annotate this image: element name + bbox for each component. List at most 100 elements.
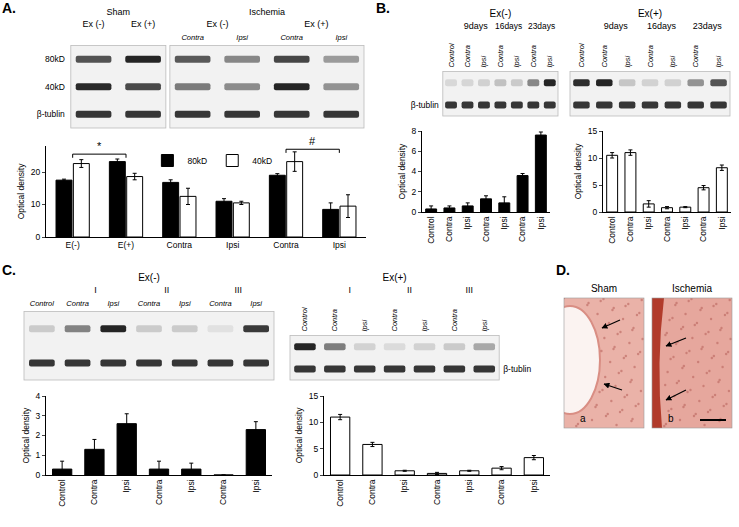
svg-text:8: 8	[412, 126, 417, 136]
svg-text:Ipsi: Ipsi	[536, 216, 546, 229]
svg-text:10: 10	[309, 417, 319, 427]
svg-text:Ipsi: Ipsi	[479, 55, 488, 67]
svg-text:16days: 16days	[647, 21, 677, 31]
svg-text:II: II	[164, 285, 169, 295]
svg-text:Ischemia: Ischemia	[672, 283, 712, 294]
svg-text:9days: 9days	[464, 21, 489, 31]
svg-text:Control: Control	[57, 479, 67, 507]
svg-text:Contra: Contra	[66, 299, 89, 308]
svg-text:Contra: Contra	[450, 309, 459, 332]
svg-text:III: III	[235, 285, 243, 295]
svg-text:Contra: Contra	[367, 479, 377, 505]
svg-text:β-tublin: β-tublin	[503, 364, 531, 374]
svg-text:Ipsi: Ipsi	[529, 479, 539, 492]
svg-text:5: 5	[593, 180, 598, 190]
svg-text:Contra: Contra	[330, 309, 339, 332]
svg-text:Ex(-): Ex(-)	[138, 272, 160, 283]
svg-text:0: 0	[314, 470, 319, 480]
svg-text:80kD: 80kD	[187, 156, 207, 166]
svg-text:Contra: Contra	[390, 309, 399, 332]
svg-text:Ex (+): Ex (+)	[304, 19, 328, 29]
svg-text:II: II	[407, 285, 412, 295]
svg-text:0: 0	[36, 232, 41, 242]
svg-text:15: 15	[309, 391, 319, 401]
svg-text:Contra: Contra	[154, 479, 164, 505]
svg-text:Sham: Sham	[591, 283, 617, 294]
svg-text:Ipsi: Ipsi	[668, 55, 677, 67]
svg-text:Ex (-): Ex (-)	[206, 19, 228, 29]
svg-text:Control: Control	[577, 43, 586, 68]
svg-text:Ipsi: Ipsi	[512, 55, 521, 67]
svg-text:Contra: Contra	[625, 216, 635, 242]
svg-text:Ipsi: Ipsi	[226, 240, 239, 250]
svg-text:0: 0	[36, 470, 41, 480]
svg-text:*: *	[97, 140, 102, 152]
svg-text:Ipsi: Ipsi	[643, 216, 653, 229]
svg-text:β-tublin: β-tublin	[37, 109, 65, 119]
svg-text:0: 0	[593, 207, 598, 217]
svg-text:Ipsi: Ipsi	[462, 216, 472, 229]
svg-text:Ex(+): Ex(+)	[383, 272, 407, 283]
svg-text:Optical density: Optical density	[397, 143, 407, 199]
svg-text:Optical density: Optical density	[573, 143, 583, 199]
svg-text:20: 20	[31, 167, 41, 177]
svg-text:b: b	[668, 413, 674, 424]
svg-text:40kD: 40kD	[252, 156, 272, 166]
svg-text:Ipsi: Ipsi	[420, 319, 429, 331]
svg-text:E(-): E(-)	[66, 240, 80, 250]
svg-text:Contra: Contra	[444, 216, 454, 242]
svg-text:Ipsi: Ipsi	[250, 299, 262, 308]
svg-text:Ipsi: Ipsi	[251, 479, 261, 492]
svg-text:Ischemia: Ischemia	[249, 7, 285, 17]
svg-text:Ex(-): Ex(-)	[490, 8, 512, 19]
svg-text:Ex (+): Ex (+)	[131, 19, 155, 29]
svg-text:Contra: Contra	[646, 45, 655, 68]
svg-text:Contra: Contra	[662, 216, 672, 242]
svg-text:3: 3	[36, 411, 41, 421]
svg-text:Contra: Contra	[209, 299, 232, 308]
svg-text:Optical density: Optical density	[21, 407, 31, 463]
svg-text:Ipsi: Ipsi	[399, 479, 409, 492]
svg-text:Ipsi: Ipsi	[480, 319, 489, 331]
svg-text:Ipsi: Ipsi	[236, 33, 248, 42]
svg-text:1: 1	[36, 450, 41, 460]
svg-text:Ipsi: Ipsi	[499, 216, 509, 229]
svg-text:Optical density: Optical density	[294, 407, 304, 463]
svg-text:Contra: Contra	[218, 479, 228, 505]
svg-text:10: 10	[588, 153, 598, 163]
svg-text:2: 2	[36, 430, 41, 440]
svg-text:Ipsi: Ipsi	[107, 299, 119, 308]
svg-text:Ipsi: Ipsi	[179, 299, 191, 308]
svg-text:Contra: Contra	[138, 299, 161, 308]
svg-text:16days: 16days	[495, 21, 522, 31]
svg-text:Contra: Contra	[181, 33, 204, 42]
svg-text:0: 0	[412, 207, 417, 217]
svg-text:5: 5	[314, 444, 319, 454]
svg-text:Contra: Contra	[167, 240, 193, 250]
svg-text:40kD: 40kD	[45, 82, 65, 92]
svg-text:β-tublin: β-tublin	[411, 100, 439, 110]
svg-text:I: I	[94, 285, 97, 295]
svg-text:Ipsi: Ipsi	[335, 33, 347, 42]
svg-text:2: 2	[412, 187, 417, 197]
svg-text:Contra: Contra	[432, 479, 442, 505]
svg-text:Contra: Contra	[463, 45, 472, 68]
svg-text:Ex(+): Ex(+)	[638, 8, 662, 19]
svg-text:Contra: Contra	[89, 479, 99, 505]
svg-text:9days: 9days	[604, 21, 629, 31]
svg-text:Ipsi: Ipsi	[623, 55, 632, 67]
svg-text:Contra: Contra	[691, 45, 700, 68]
svg-text:Ipsi: Ipsi	[714, 55, 723, 67]
svg-text:Ipsi: Ipsi	[464, 479, 474, 492]
svg-text:Ipsi: Ipsi	[333, 240, 346, 250]
svg-text:Ipsi: Ipsi	[545, 55, 554, 67]
svg-text:10: 10	[31, 199, 41, 209]
svg-text:15: 15	[588, 126, 598, 136]
svg-text:23days: 23days	[693, 21, 723, 31]
svg-text:I: I	[349, 285, 352, 295]
svg-text:Ipsi: Ipsi	[717, 216, 727, 229]
svg-text:#: #	[309, 135, 316, 147]
svg-text:Control: Control	[607, 216, 617, 244]
svg-text:Contra: Contra	[698, 216, 708, 242]
svg-text:Contra: Contra	[529, 45, 538, 68]
